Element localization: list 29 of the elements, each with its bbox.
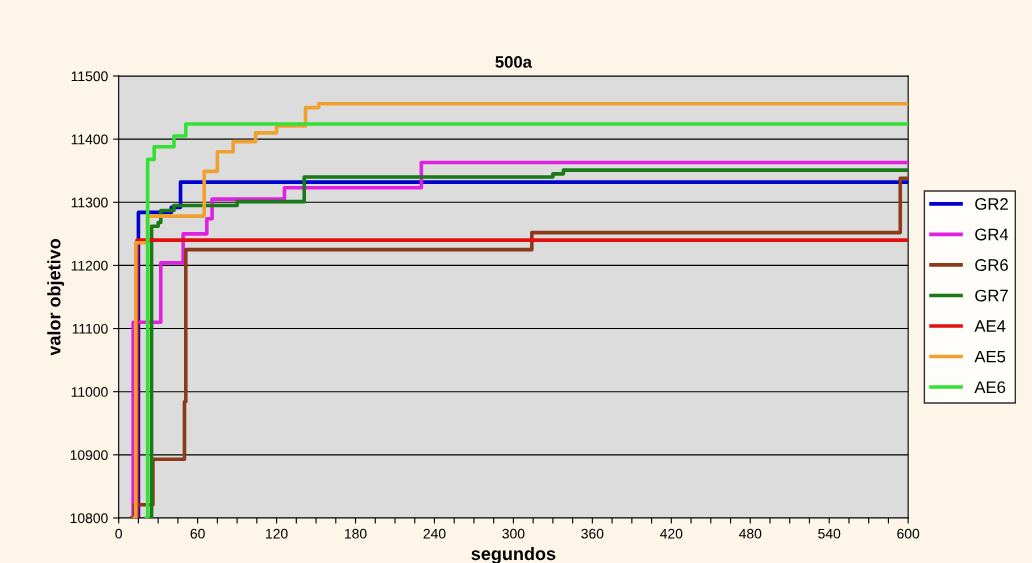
legend-label: GR4: [975, 228, 1009, 241]
x-tick-label: 420: [660, 528, 683, 539]
legend-label: AE6: [974, 381, 1006, 394]
x-tick-label: 60: [190, 528, 205, 539]
y-axis-title: valor objetivo: [47, 238, 65, 356]
y-tick-label: 11000: [71, 387, 108, 397]
x-tick-label: 480: [739, 528, 762, 539]
y-tick-label: 11200: [71, 260, 108, 271]
x-tick-label: 180: [345, 528, 367, 539]
y-tick-label: 11500: [71, 71, 108, 82]
y-tick-label: 10900: [70, 450, 108, 460]
x-tick-label: 240: [423, 528, 446, 539]
x-tick-label: 300: [502, 528, 525, 539]
legend-label: AE5: [974, 350, 1006, 363]
legend-label: GR6: [975, 259, 1008, 271]
y-tick-label: 10800: [70, 513, 108, 524]
y-tick-label: 11300: [71, 197, 108, 208]
x-tick-label: 0: [115, 528, 122, 539]
x-axis-title: segundos: [471, 546, 556, 563]
x-tick-label: 360: [581, 528, 604, 539]
legend-label: AE4: [974, 320, 1006, 332]
legend-label: GR2: [975, 198, 1008, 210]
x-tick-label: 540: [818, 528, 841, 539]
y-tick-label: 11100: [72, 323, 108, 334]
y-tick-label: 11400: [71, 134, 108, 145]
x-tick-label: 600: [897, 528, 920, 539]
legend-label: GR7: [975, 289, 1008, 302]
x-tick-label: 120: [266, 528, 288, 539]
chart-title: 500a: [495, 56, 533, 68]
